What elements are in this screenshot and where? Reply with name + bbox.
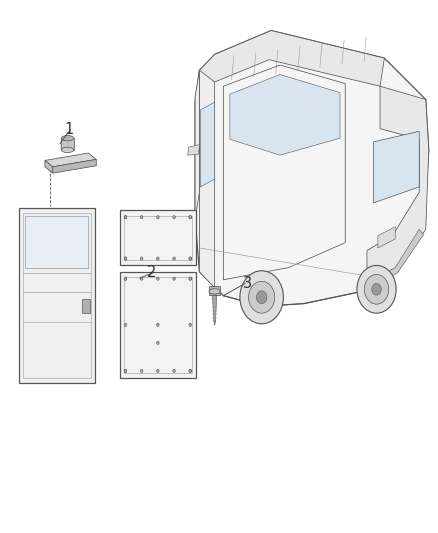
Circle shape (173, 369, 175, 373)
Polygon shape (195, 70, 199, 219)
Polygon shape (199, 30, 385, 97)
Polygon shape (45, 160, 53, 173)
Circle shape (189, 323, 191, 326)
Circle shape (124, 216, 127, 219)
Circle shape (173, 257, 175, 260)
Polygon shape (230, 75, 340, 155)
Circle shape (189, 257, 191, 260)
Polygon shape (25, 216, 88, 268)
Circle shape (189, 257, 191, 260)
Circle shape (124, 277, 127, 280)
Polygon shape (195, 30, 429, 306)
Polygon shape (45, 153, 96, 167)
Polygon shape (120, 272, 196, 378)
Text: 1: 1 (64, 122, 74, 137)
Polygon shape (214, 321, 215, 325)
Circle shape (124, 369, 127, 373)
Polygon shape (199, 70, 215, 288)
Ellipse shape (61, 147, 74, 152)
Circle shape (256, 291, 267, 304)
Circle shape (124, 369, 127, 373)
Circle shape (140, 216, 143, 219)
Circle shape (156, 277, 159, 280)
Circle shape (173, 277, 175, 280)
Ellipse shape (61, 135, 74, 141)
Circle shape (124, 277, 127, 280)
Polygon shape (19, 208, 95, 383)
Polygon shape (82, 299, 90, 313)
Polygon shape (378, 227, 395, 248)
Circle shape (124, 323, 127, 326)
Circle shape (156, 341, 159, 344)
Ellipse shape (209, 289, 220, 294)
Text: 2: 2 (147, 265, 156, 280)
Polygon shape (120, 211, 196, 265)
Polygon shape (212, 295, 217, 321)
Circle shape (189, 216, 191, 219)
Polygon shape (367, 86, 429, 290)
Circle shape (124, 257, 127, 260)
Circle shape (189, 277, 191, 280)
Circle shape (124, 216, 127, 219)
Circle shape (140, 257, 143, 260)
Polygon shape (187, 144, 199, 155)
Circle shape (140, 369, 143, 373)
Circle shape (156, 216, 159, 219)
Polygon shape (53, 159, 96, 173)
Polygon shape (374, 131, 419, 203)
Circle shape (189, 277, 191, 280)
Circle shape (189, 216, 191, 219)
Circle shape (156, 323, 159, 326)
Polygon shape (367, 229, 424, 290)
Circle shape (156, 369, 159, 373)
Polygon shape (209, 286, 220, 295)
Circle shape (249, 281, 275, 313)
Circle shape (189, 369, 191, 373)
Polygon shape (61, 138, 74, 150)
Circle shape (156, 257, 159, 260)
Text: 3: 3 (243, 276, 252, 291)
Circle shape (240, 271, 283, 324)
Circle shape (364, 274, 389, 304)
Circle shape (124, 257, 127, 260)
Circle shape (372, 284, 381, 295)
Circle shape (140, 277, 143, 280)
Polygon shape (200, 102, 215, 187)
Circle shape (189, 369, 191, 373)
Circle shape (357, 265, 396, 313)
Circle shape (173, 216, 175, 219)
